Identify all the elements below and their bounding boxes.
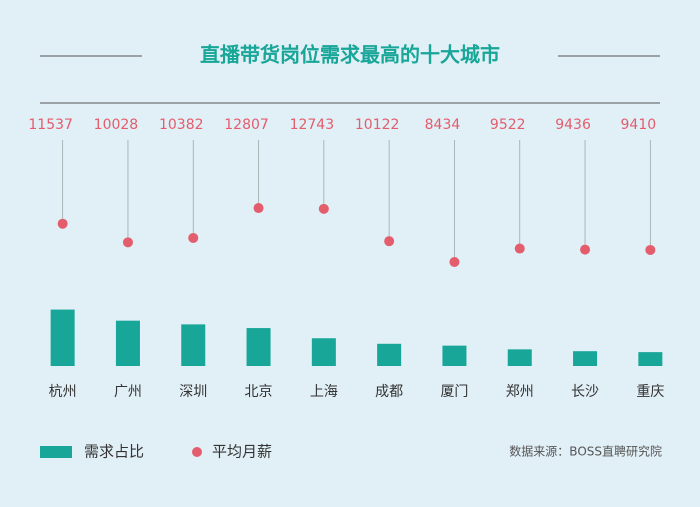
x-tick-label: 长沙 (571, 384, 599, 400)
legend-swatch (192, 447, 202, 457)
bar (507, 349, 532, 366)
value-label: 12807 (224, 117, 269, 133)
bar (377, 343, 402, 366)
x-tick-label: 重庆 (636, 384, 664, 400)
salary-dot (580, 244, 591, 255)
salary-dot (57, 218, 68, 229)
salary-dot (384, 236, 395, 247)
salary-dot (122, 237, 133, 248)
bar (50, 309, 75, 366)
x-tick-label: 广州 (114, 384, 142, 400)
bar (311, 338, 336, 366)
value-label: 10382 (159, 117, 204, 133)
salary-dot (318, 203, 329, 214)
legend-swatch (40, 446, 72, 458)
bar (115, 320, 140, 366)
salary-dot (188, 232, 199, 243)
bar (638, 352, 663, 366)
x-tick-label: 深圳 (179, 384, 207, 400)
value-label: 9410 (621, 117, 657, 133)
chart-title: 直播带货岗位需求最高的十大城市 (200, 43, 500, 67)
x-tick-label: 成都 (375, 384, 403, 400)
bar (181, 324, 206, 366)
x-tick-label: 郑州 (506, 384, 534, 400)
legend-label: 需求占比 (84, 443, 144, 461)
legend-label: 平均月薪 (212, 443, 272, 461)
x-tick-label: 厦门 (440, 384, 468, 400)
value-label: 10122 (355, 117, 400, 133)
value-label: 8434 (425, 117, 461, 133)
value-label: 10028 (94, 117, 139, 133)
value-label: 12743 (290, 117, 335, 133)
salary-dot (645, 244, 656, 255)
salary-dot (514, 243, 525, 254)
value-label: 9436 (555, 117, 591, 133)
salary-dot (253, 203, 264, 214)
bar (442, 345, 467, 366)
source: 数据来源：BOSS直聘研究院 (509, 444, 662, 459)
salary-dot (449, 256, 460, 267)
value-label: 11537 (28, 117, 73, 133)
value-label: 9522 (490, 117, 526, 133)
x-tick-label: 杭州 (49, 384, 77, 400)
bar (246, 328, 271, 366)
x-tick-label: 上海 (310, 384, 338, 400)
x-tick-label: 北京 (245, 384, 273, 400)
bar (573, 351, 598, 366)
